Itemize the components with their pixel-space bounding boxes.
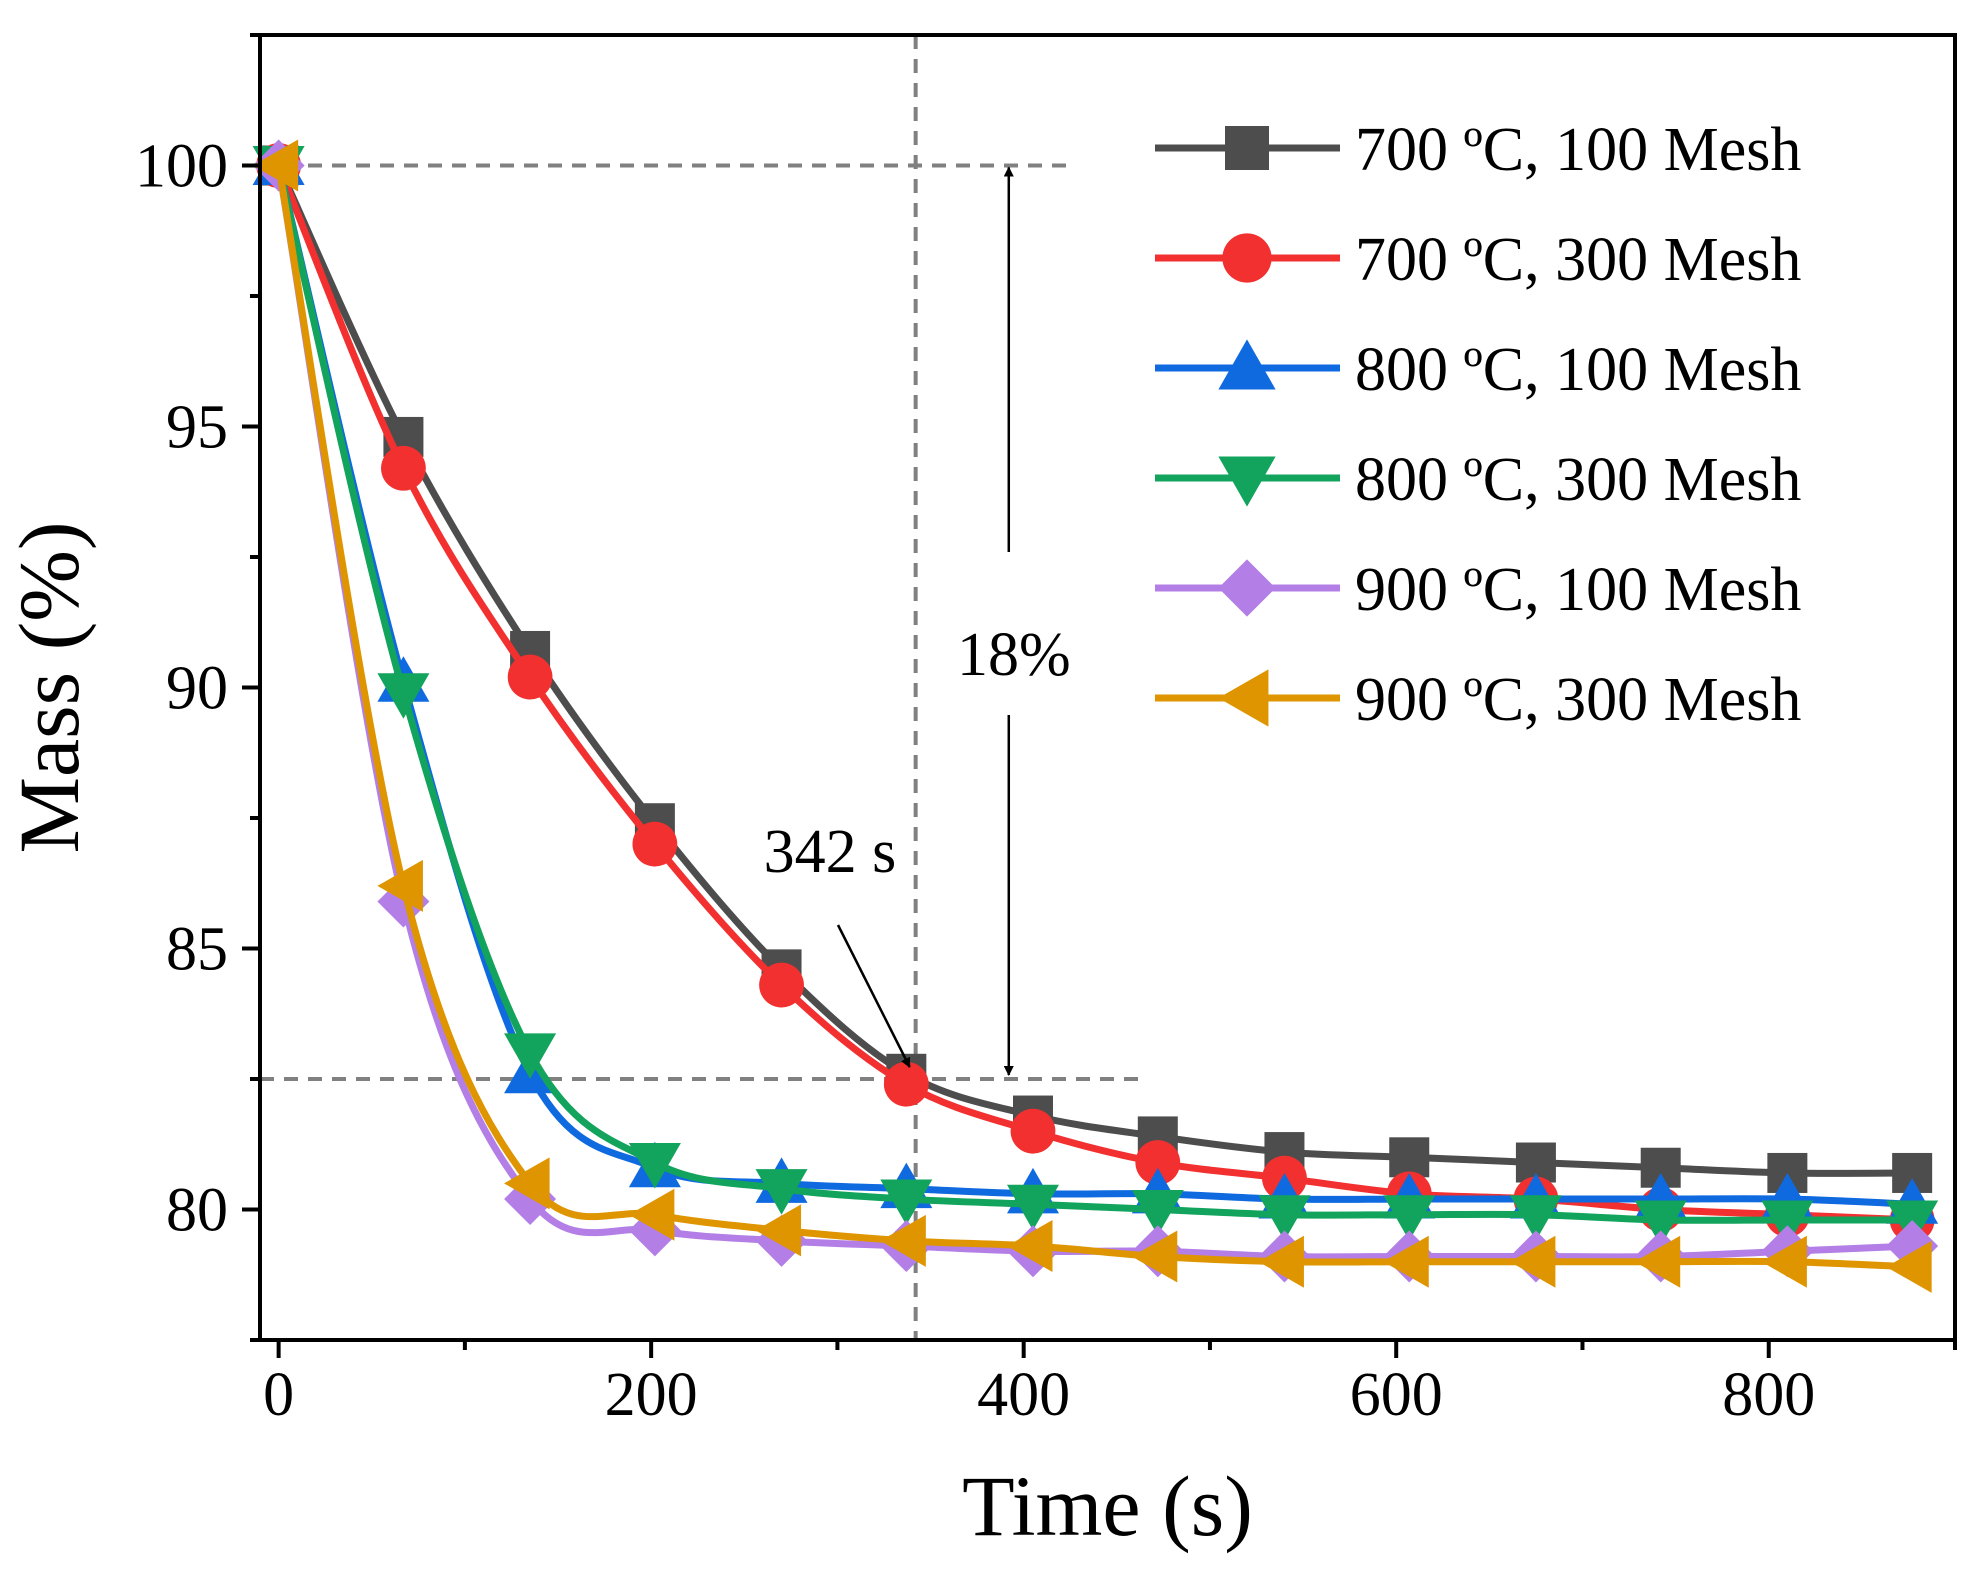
legend-label: 700 ºC, 100 Mesh <box>1355 116 1801 184</box>
data-point <box>883 1061 929 1107</box>
time-annotation-label: 342 s <box>764 818 897 886</box>
data-point <box>252 139 299 192</box>
series-line <box>275 164 1913 1224</box>
data-point <box>381 445 426 491</box>
data-point <box>755 1204 802 1257</box>
series-6 <box>252 139 1932 1293</box>
legend-label: 800 ºC, 100 Mesh <box>1355 336 1801 404</box>
data-point <box>377 673 430 719</box>
legend-marker <box>1218 456 1276 507</box>
legend-label: 900 ºC, 100 Mesh <box>1355 556 1801 624</box>
mass-drop-annotation-label: 18% <box>957 621 1071 689</box>
series-line <box>275 164 1913 1261</box>
x-tick-label: 400 <box>977 1361 1070 1429</box>
y-tick-label: 85 <box>166 916 228 984</box>
data-point <box>1634 1200 1687 1246</box>
legend-marker <box>1218 559 1276 617</box>
data-point <box>628 1188 675 1241</box>
data-point <box>755 1169 808 1215</box>
data-point <box>1383 1195 1436 1241</box>
y-tick-label: 100 <box>135 133 228 201</box>
annotations: 342 s 18% <box>764 166 1071 1076</box>
data-point <box>504 1033 557 1079</box>
data-point <box>1383 1235 1429 1288</box>
data-point <box>1010 1108 1056 1154</box>
data-point <box>1509 1195 1562 1241</box>
y-tick-label: 95 <box>166 394 228 462</box>
y-tick-label: 90 <box>166 655 228 723</box>
axis-ticks: 0 200 400 600 800 80 85 90 95 100 <box>135 33 1957 1429</box>
data-point <box>1258 1235 1304 1288</box>
legend-label: 900 ºC, 300 Mesh <box>1355 666 1801 734</box>
legend-entry: 800 ºC, 100 Mesh <box>1155 336 1801 404</box>
legend-entry: 700 ºC, 300 Mesh <box>1155 226 1801 294</box>
legend-marker <box>1225 126 1269 170</box>
data-point <box>1389 1137 1430 1178</box>
data-point <box>1761 1235 1807 1288</box>
x-tick-label: 800 <box>1722 1361 1815 1429</box>
x-axis-title: Time (s) <box>962 1458 1253 1554</box>
y-axis-title: Mass (%) <box>1 522 97 854</box>
legend-entry: 900 ºC, 100 Mesh <box>1155 556 1801 624</box>
data-point <box>1634 1235 1681 1288</box>
legend-marker <box>1218 339 1276 390</box>
data-point <box>880 1179 933 1226</box>
data-point <box>1131 1190 1184 1236</box>
legend-label: 800 ºC, 300 Mesh <box>1355 446 1801 514</box>
data-point <box>1006 1184 1059 1231</box>
y-tick-label: 80 <box>166 1177 228 1245</box>
legend-entry: 800 ºC, 300 Mesh <box>1155 446 1801 514</box>
data-point <box>377 859 423 912</box>
data-point <box>1761 1200 1814 1246</box>
reference-lines <box>260 35 1145 1340</box>
data-point <box>1006 1220 1053 1273</box>
legend-entry: 900 ºC, 300 Mesh <box>1155 666 1801 734</box>
data-point <box>1135 1140 1181 1185</box>
data-point <box>632 821 678 867</box>
legend: 700 ºC, 100 Mesh 700 ºC, 300 Mesh 800 ºC, … <box>1155 116 1801 734</box>
data-point <box>1131 1230 1178 1283</box>
legend-marker <box>1218 669 1269 727</box>
data-point <box>628 1143 681 1189</box>
data-point <box>1509 1235 1556 1288</box>
data-point <box>504 1157 550 1210</box>
x-tick-label: 600 <box>1350 1361 1443 1429</box>
data-point <box>507 654 553 700</box>
legend-entry: 700 ºC, 100 Mesh <box>1155 116 1801 184</box>
x-tick-label: 200 <box>605 1361 698 1429</box>
time-annotation-arrow <box>836 924 911 1068</box>
data-point <box>759 962 804 1008</box>
series-4 <box>252 146 1939 1246</box>
data-point <box>1886 1240 1932 1293</box>
x-tick-label: 0 <box>263 1361 294 1429</box>
series-layer <box>252 139 1939 1293</box>
data-point <box>1258 1195 1311 1241</box>
legend-marker <box>1222 233 1272 283</box>
legend-label: 700 ºC, 300 Mesh <box>1355 226 1801 294</box>
data-point <box>880 1214 926 1267</box>
series-line <box>275 164 1913 1271</box>
